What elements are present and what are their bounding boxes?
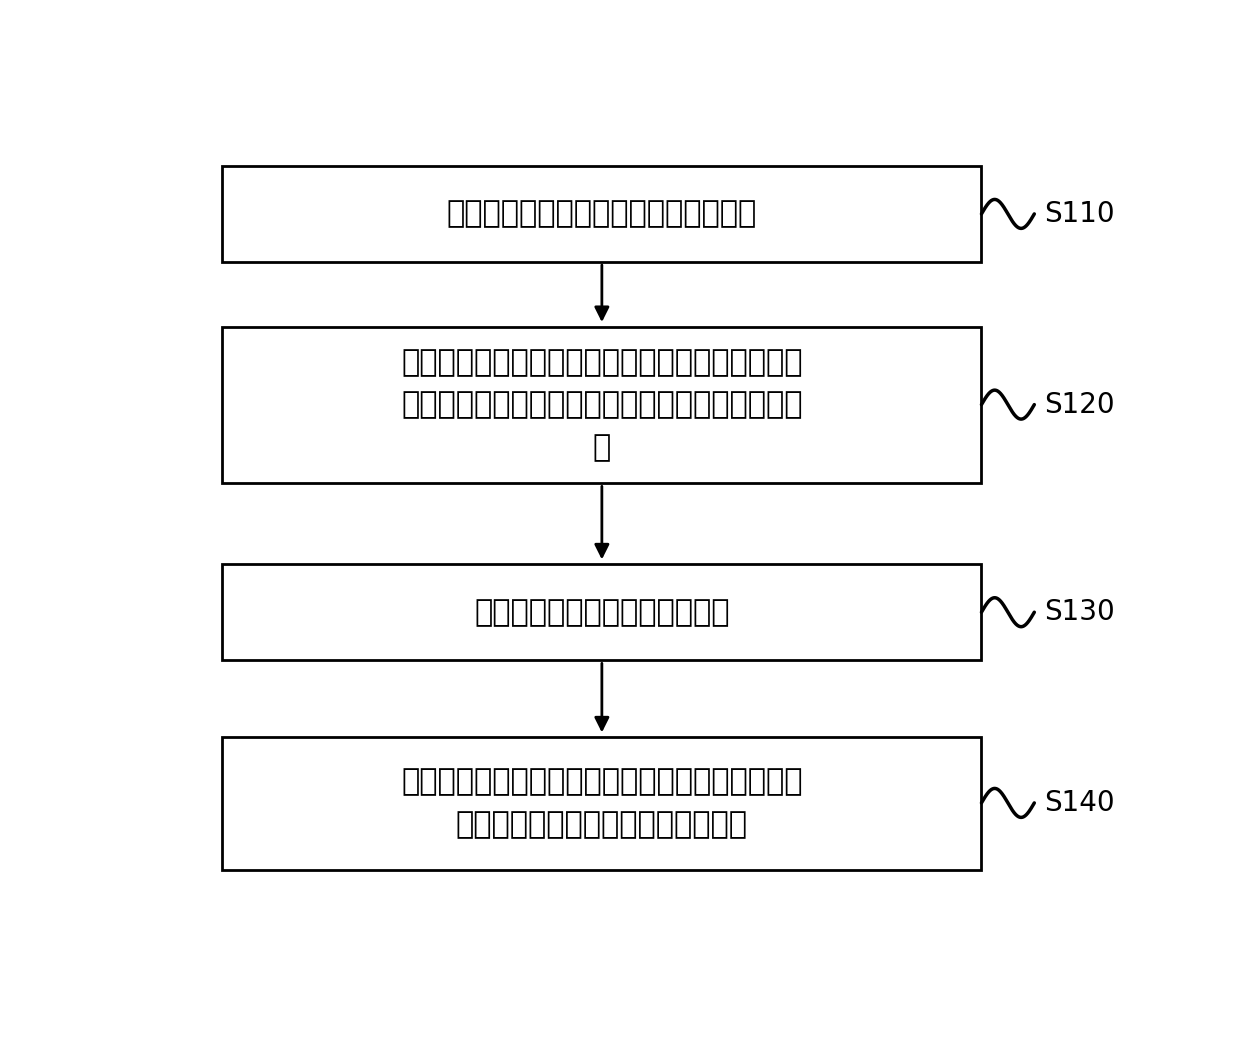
FancyBboxPatch shape bbox=[222, 165, 982, 262]
Text: S140: S140 bbox=[1044, 789, 1115, 817]
Text: 在基底上形成呈周期性排列的第一沟槽: 在基底上形成呈周期性排列的第一沟槽 bbox=[446, 200, 756, 229]
Text: 在金属盖板中心切割出预设缺口: 在金属盖板中心切割出预设缺口 bbox=[474, 598, 729, 627]
FancyBboxPatch shape bbox=[222, 326, 982, 484]
FancyBboxPatch shape bbox=[222, 737, 982, 869]
Text: 通过钒焊将与所述第一沟槽开口相匹配的金属錨线
固定在所述第一沟槽内以形成对应沟槽图形的阳极
靶: 通过钒焊将与所述第一沟槽开口相匹配的金属錨线 固定在所述第一沟槽内以形成对应沟槽… bbox=[401, 348, 802, 462]
Text: S130: S130 bbox=[1044, 598, 1115, 626]
Text: S120: S120 bbox=[1044, 391, 1115, 419]
FancyBboxPatch shape bbox=[222, 564, 982, 660]
Text: S110: S110 bbox=[1044, 200, 1115, 228]
Text: 将所述金属盖板压合在所述金属錨线上方以用于与
所述基底一起夹持固定所述金属錨线: 将所述金属盖板压合在所述金属錨线上方以用于与 所述基底一起夹持固定所述金属錨线 bbox=[401, 767, 802, 839]
